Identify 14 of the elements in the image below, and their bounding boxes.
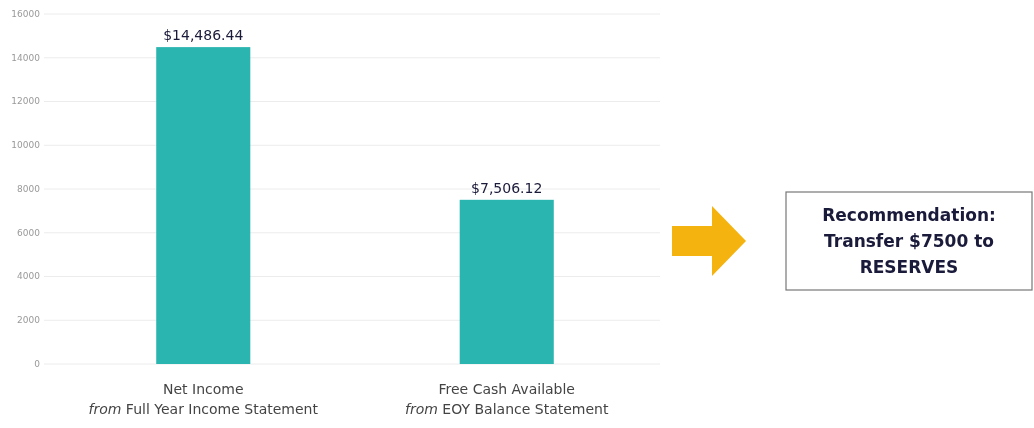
x-tick-label: Free Cash Available from EOY Balance Statement <box>405 381 609 417</box>
y-tick-label: 0 <box>34 358 41 369</box>
y-tick-label: 8000 <box>17 183 41 194</box>
y-tick-label: 16000 <box>11 8 41 19</box>
y-tick-label: 14000 <box>11 52 41 63</box>
y-tick-label: 10000 <box>11 140 41 151</box>
category-label: Net Income from Full Year Income Statement <box>88 381 318 417</box>
y-tick-label: 4000 <box>17 271 41 282</box>
y-tick-label: 6000 <box>17 227 41 238</box>
y-tick-label: 12000 <box>11 96 41 107</box>
data-label: $14,486.44 <box>163 27 244 44</box>
text: Recommendation: Transfer $7500 to RESERVES <box>822 205 996 277</box>
y-tick-label: 2000 <box>17 315 41 326</box>
data-label: $7,506.12 <box>471 179 543 196</box>
